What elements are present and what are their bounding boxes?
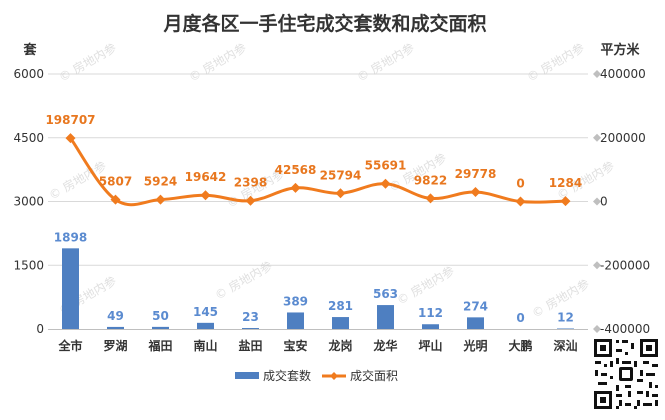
x-tick-label: 罗湖: [103, 338, 127, 353]
bar: [422, 324, 439, 329]
bar-data-label: 23: [242, 310, 259, 324]
axis-layer: 0 1500 3000 4500 6000 -400000 -200000 0 200000 40…: [13, 67, 650, 353]
watermark-text: © 房地内参: [524, 40, 587, 85]
line-data-label: 5924: [144, 175, 177, 189]
bar-data-label: 563: [373, 287, 398, 301]
grid-layer: [48, 73, 588, 266]
bar-data-label: 145: [193, 305, 218, 319]
x-tick-label: 光明: [462, 338, 487, 353]
y-right-tick-label: -200000: [600, 258, 650, 272]
line-point: [380, 178, 391, 189]
watermark-text: © 房地内参: [186, 40, 249, 85]
qr-code-image: [592, 337, 660, 411]
bar-data-label: 49: [107, 309, 124, 323]
line-point: [245, 195, 256, 206]
line-point: [110, 194, 121, 205]
y-left-tick-label: 6000: [13, 67, 44, 81]
bar-data-label: 12: [557, 310, 574, 324]
bar: [242, 328, 259, 329]
y-left-tick-label: 1500: [13, 258, 44, 272]
legend-line-label: 成交面积: [350, 368, 398, 383]
y-left-tick-label: 3000: [13, 195, 44, 209]
line-data-label: 25794: [320, 168, 362, 182]
x-tick-label: 南山: [193, 338, 217, 353]
bar: [557, 328, 574, 329]
bar-data-label: 112: [418, 306, 443, 320]
y-right-tick-label: 200000: [600, 131, 646, 145]
bar: [62, 248, 79, 329]
line-point: [515, 196, 526, 207]
x-tick-label: 盐田: [238, 338, 262, 353]
x-tick-label: 龙华: [373, 338, 397, 353]
y-right-tick-label: 400000: [600, 67, 646, 81]
bar: [332, 317, 349, 329]
y-right-tick-marker: [593, 70, 601, 78]
line-data-label: 29778: [455, 167, 497, 181]
y-left-unit: 套: [22, 42, 37, 58]
y-right-unit: 平方米: [600, 42, 640, 58]
bar-data-label: 274: [463, 299, 488, 313]
line-data-label: 0: [516, 177, 524, 191]
legend-bar-label: 成交套数: [263, 368, 311, 383]
y-right-tick-marker: [593, 325, 601, 333]
line-point: [200, 190, 211, 201]
watermark-text: © 房地内参: [394, 263, 457, 308]
bar-data-label: 1898: [54, 230, 87, 244]
y-right-tick-marker: [593, 197, 601, 206]
line-data-label: 9822: [414, 173, 447, 187]
bar-data-label: 50: [152, 309, 169, 323]
line-data-label: 5807: [99, 175, 132, 189]
y-left-tick-label: 0: [36, 322, 44, 336]
y-right-tick-marker: [593, 133, 601, 142]
x-tick-label: 龙岗: [328, 338, 352, 353]
line-point: [335, 188, 346, 199]
bar: [287, 312, 304, 329]
y-right-tick-label: -400000: [600, 322, 650, 336]
line-point: [290, 182, 301, 193]
x-tick-label: 全市: [57, 338, 82, 353]
bar: [377, 305, 394, 329]
y-right-tick-label: 0: [600, 195, 608, 209]
line-point: [425, 193, 436, 204]
bar-layer: 1898 49 50 145 23 389 281 563 112 274 0 12: [54, 230, 574, 329]
bar-data-label: 281: [328, 299, 353, 313]
x-tick-label: 深汕: [553, 338, 577, 353]
line-point: [65, 133, 76, 144]
legend: 成交套数 成交面积: [235, 368, 398, 383]
bar: [107, 326, 124, 329]
watermark-text: © 房地内参: [56, 40, 119, 85]
bar: [152, 326, 169, 329]
line-data-label: 198707: [45, 113, 95, 127]
x-tick-label: 宝安: [283, 338, 307, 353]
line-data-label: 42568: [275, 163, 317, 177]
y-left-tick-label: 4500: [13, 131, 44, 145]
line-data-label: 1284: [549, 176, 582, 190]
x-tick-label: 福田: [147, 338, 172, 353]
y-right-tick-marker: [593, 261, 601, 270]
line-data-label: 55691: [365, 159, 407, 173]
line-point: [560, 196, 571, 207]
legend-bar-swatch: [235, 372, 259, 379]
line-point: [470, 187, 481, 198]
watermark-text: © 房地内参: [354, 40, 417, 85]
x-tick-label: 坪山: [418, 338, 442, 353]
legend-line-marker: [330, 372, 338, 380]
x-tick-label: 大鹏: [508, 338, 532, 353]
bar: [467, 317, 484, 329]
line-data-label: 19642: [185, 170, 227, 184]
bar-data-label: 389: [283, 294, 308, 308]
bar-data-label: 0: [516, 311, 524, 325]
watermark-text: © 房地内参: [212, 258, 275, 303]
bar: [197, 322, 214, 329]
line-data-label: 2398: [234, 176, 267, 190]
chart-title: 月度各区一手住宅成交套数和成交面积: [162, 12, 486, 35]
line-point: [155, 194, 166, 205]
